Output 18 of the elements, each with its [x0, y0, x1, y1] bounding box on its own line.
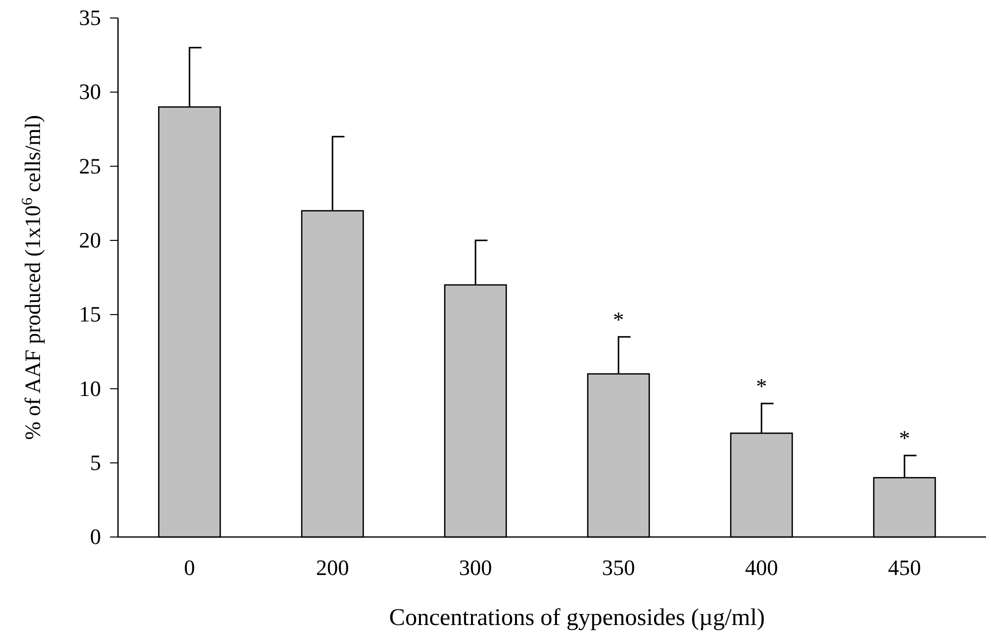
y-tick-label: 10 — [79, 376, 101, 401]
x-axis-title: Concentrations of gypenosides (µg/ml) — [389, 605, 765, 631]
annotation: * — [613, 306, 624, 332]
y-tick-label: 5 — [90, 450, 101, 475]
x-tick-label: 300 — [459, 555, 492, 580]
y-tick-label: 15 — [79, 302, 101, 327]
annotation: * — [756, 374, 767, 399]
x-tick-label: 400 — [745, 555, 778, 580]
y-tick-label: 20 — [79, 227, 101, 252]
x-tick-label: 200 — [316, 555, 349, 580]
y-tick-label: 30 — [79, 79, 101, 104]
y-tick-label: 0 — [90, 524, 101, 550]
x-tick-label: 350 — [602, 555, 635, 580]
annotation: * — [899, 425, 910, 450]
x-tick-label: 450 — [888, 555, 921, 580]
y-tick-label: 25 — [79, 153, 101, 178]
x-tick-label: 0 — [184, 555, 195, 580]
y-tick-label: 35 — [79, 5, 101, 30]
